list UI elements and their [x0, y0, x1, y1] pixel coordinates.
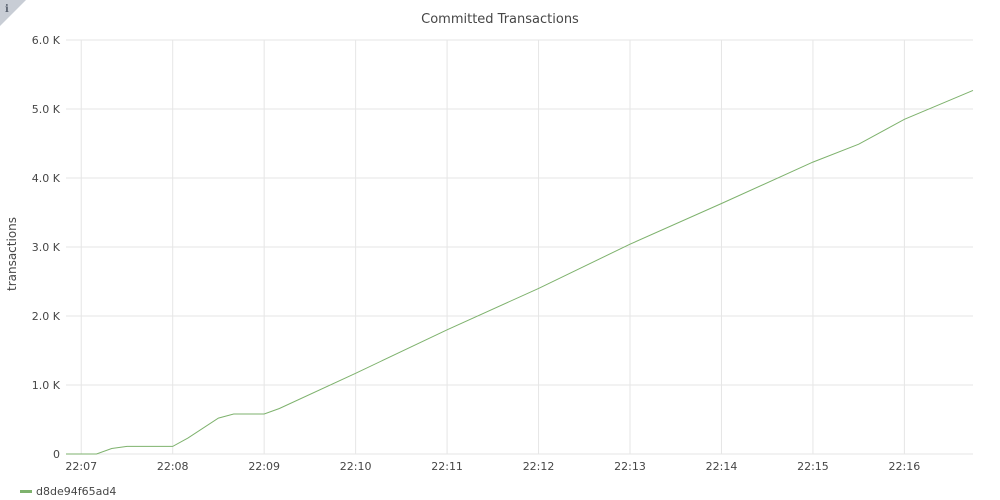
y-tick-label: 2.0 K [32, 310, 61, 323]
x-tick-label: 22:14 [706, 460, 738, 473]
y-tick-label: 0 [53, 448, 60, 461]
info-corner-triangle[interactable] [0, 0, 26, 26]
chart-title: Committed Transactions [421, 12, 579, 27]
x-tick-label: 22:12 [523, 460, 555, 473]
y-tick-label: 5.0 K [32, 103, 61, 116]
x-tick-label: 22:10 [340, 460, 372, 473]
x-tick-label: 22:16 [889, 460, 921, 473]
series-layer [66, 89, 974, 455]
x-tick-labels: 22:07 22:08 22:09 22:10 22:11 22:12 22:13 22:14… [65, 460, 920, 473]
info-icon[interactable]: i [5, 4, 9, 15]
y-tick-labels: 0 1.0 K 2.0 K 3.0 K 4.0 K 5.0 K 6.0 K [32, 34, 61, 461]
y-axis-label: transactions [5, 217, 19, 291]
y-tick-label: 3.0 K [32, 241, 61, 254]
x-tick-label: 22:09 [248, 460, 280, 473]
info-corner[interactable]: i [0, 0, 26, 26]
y-tick-label: 4.0 K [32, 172, 61, 185]
series-line[interactable] [66, 89, 974, 455]
y-gridlines [66, 39, 973, 455]
x-tick-label: 22:13 [614, 460, 646, 473]
x-tick-label: 22:15 [797, 460, 829, 473]
legend[interactable]: d8de94f65ad4 [20, 484, 116, 498]
x-tick-label: 22:08 [157, 460, 189, 473]
x-tick-label: 22:07 [65, 460, 97, 473]
legend-label[interactable]: d8de94f65ad4 [36, 484, 117, 498]
legend-swatch[interactable] [20, 489, 32, 493]
y-tick-label: 6.0 K [32, 34, 61, 47]
y-tick-label: 1.0 K [32, 379, 61, 392]
x-tick-label: 22:11 [431, 460, 463, 473]
